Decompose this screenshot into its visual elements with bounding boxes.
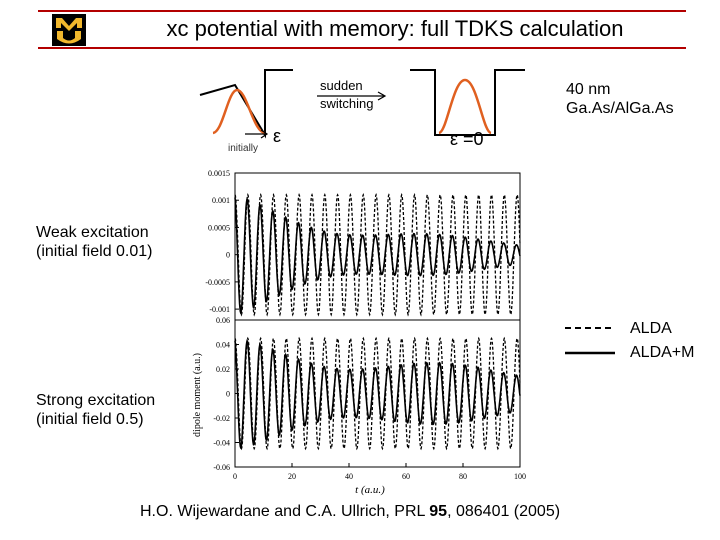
strong-label-line1: Strong excitation (36, 392, 156, 409)
x-tick-label: 20 (288, 472, 296, 481)
x-axis-label: t (a.u.) (355, 484, 385, 496)
title-rule-top (38, 10, 686, 12)
sample-label: 40 nm Ga.As/AlGa.As (566, 80, 674, 118)
y-tick-label: -0.06 (213, 463, 230, 472)
y-tick-label: 0.0015 (208, 169, 230, 178)
citation: H.O. Wijewardane and C.A. Ullrich, PRL 9… (140, 503, 560, 521)
title-rule-bottom (38, 47, 686, 49)
y-tick-label: -0.001 (209, 305, 230, 314)
sudden-label: sudden (320, 78, 363, 93)
series-line-alda (234, 193, 521, 317)
epsilon-zero-label: ε =0 (450, 129, 484, 149)
strong-excitation-label: Strong excitation (initial field 0.5) (36, 391, 155, 429)
strong-label-line2: (initial field 0.5) (36, 411, 144, 428)
x-tick-label: 60 (402, 472, 410, 481)
left-well-density (212, 88, 266, 135)
x-tick-label: 100 (514, 472, 526, 481)
sample-label-line1: 40 nm (566, 81, 611, 98)
y-tick-label: 0 (226, 390, 230, 399)
top-panel: 0.0015 0.001 0.0005 0 -0.0005 -0.001 (205, 169, 521, 321)
panel-frame (234, 319, 521, 468)
citation-prefix: H.O. Wijewardane and C.A. Ullrich, PRL (140, 503, 430, 520)
y-tick-label: 0.0005 (208, 223, 230, 232)
initially-label: initially (228, 143, 258, 154)
university-logo-icon (52, 14, 86, 46)
x-tick-label: 80 (459, 472, 467, 481)
y-tick-label: 0.001 (212, 196, 230, 205)
y-tick-label: 0.04 (216, 341, 230, 350)
series-line-aldaplusm (234, 197, 521, 315)
epsilon-label: ε (273, 126, 281, 146)
legend-label-alda: ALDA (630, 320, 672, 337)
citation-suffix: , 086401 (2005) (447, 503, 561, 520)
series-line-aldaplusm (234, 339, 521, 449)
y-tick-label: 0 (226, 251, 230, 260)
legend-lines (565, 327, 615, 355)
sample-label-line2: Ga.As/AlGa.As (566, 100, 674, 117)
energy-arrow-icon (245, 129, 269, 139)
weak-label-line2: (initial field 0.01) (36, 243, 153, 260)
switching-label: switching (320, 96, 373, 111)
series-line-alda (234, 336, 521, 451)
y-tick-label: -0.02 (213, 414, 230, 423)
right-well-density (438, 78, 492, 135)
slide-title: xc potential with memory: full TDKS calc… (166, 16, 624, 41)
y-axis-label: dipole moment (a.u.) (192, 353, 203, 437)
weak-label-line1: Weak excitation (36, 224, 149, 241)
switching-arrow-icon (317, 91, 387, 101)
bottom-panel: 0.060.040.020-0.02-0.04-0.060 20 40 60 80 100 (213, 316, 526, 481)
weak-excitation-label: Weak excitation (initial field 0.01) (36, 223, 153, 261)
y-tick-label: 0.02 (216, 365, 230, 374)
y-tick-label: -0.04 (213, 439, 230, 448)
right-well-potential (410, 69, 525, 136)
legend-label-aldam: ALDA+M (630, 344, 695, 361)
dipole-moment-chart: 0.0015 0.001 0.0005 0 -0.0005 -0.001 0.06 0.04… (192, 169, 526, 496)
potential-well-inset: ε initially sudden switching ε =0 (199, 69, 525, 154)
y-tick-label: -0.0005 (205, 278, 230, 287)
x-tick-label: 40 (345, 472, 353, 481)
y-tick-label: 0.06 (216, 316, 230, 325)
citation-volume: 95 (429, 503, 448, 520)
x-tick-label: 0 (233, 472, 237, 481)
